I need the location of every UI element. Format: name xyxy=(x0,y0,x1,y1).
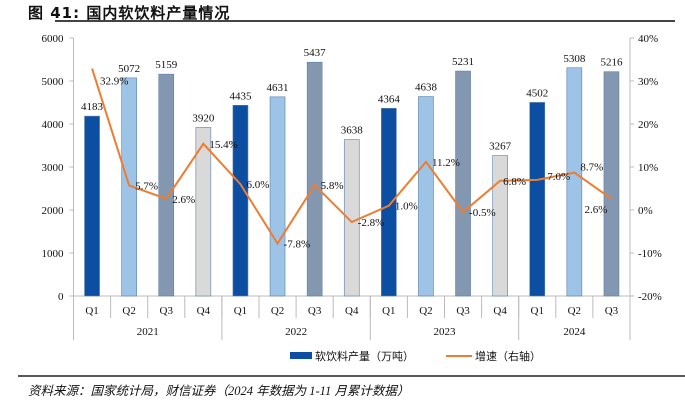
right-tick-label: 30% xyxy=(638,76,658,88)
bar xyxy=(84,115,100,297)
bar-value-label: 4638 xyxy=(415,82,438,94)
bar xyxy=(418,96,434,297)
bar xyxy=(306,61,323,297)
growth-label: 2.6% xyxy=(172,194,195,206)
year-label: 2021 xyxy=(137,326,159,338)
quarter-label: Q3 xyxy=(308,305,322,317)
quarter-label: Q1 xyxy=(531,305,544,317)
left-tick-label: 3000 xyxy=(42,162,65,174)
quarter-label: Q1 xyxy=(85,305,98,317)
left-tick-label: 0 xyxy=(58,291,64,303)
quarter-label: Q1 xyxy=(234,305,247,317)
legend-bar-swatch xyxy=(290,352,312,359)
bar xyxy=(269,96,286,297)
bar-value-label: 5308 xyxy=(563,53,586,65)
growth-label: -7.8% xyxy=(284,239,311,251)
bar-value-label: 3267 xyxy=(489,141,512,153)
left-tick-label: 6000 xyxy=(42,33,65,45)
growth-label: 11.2% xyxy=(432,157,460,169)
growth-label: 5.8% xyxy=(321,180,344,192)
right-tick-label: 0% xyxy=(638,205,653,217)
right-tick-label: 10% xyxy=(638,162,658,174)
quarter-label: Q4 xyxy=(345,305,359,317)
bar-value-label: 4631 xyxy=(267,82,289,94)
quarter-label: Q3 xyxy=(456,305,470,317)
bar xyxy=(455,70,471,297)
bar xyxy=(381,108,397,297)
legend-line-label: 增速（右轴） xyxy=(475,349,541,363)
bar-value-label: 4364 xyxy=(378,93,401,105)
growth-label: 7.0% xyxy=(547,171,570,183)
left-tick-label: 1000 xyxy=(42,248,65,260)
bar xyxy=(232,104,249,297)
right-tick-label: 40% xyxy=(638,33,658,45)
right-tick-label: -20% xyxy=(638,291,662,303)
bar xyxy=(195,127,212,297)
bar-value-label: 3920 xyxy=(192,112,215,124)
growth-label: -2.8% xyxy=(358,217,385,229)
year-label: 2022 xyxy=(285,326,307,338)
bar xyxy=(158,73,175,297)
quarter-label: Q2 xyxy=(568,305,581,317)
bar-value-label: 3638 xyxy=(341,125,364,137)
growth-label: 6.0% xyxy=(246,179,269,191)
right-tick-label: 20% xyxy=(638,119,658,131)
quarter-label: Q4 xyxy=(197,305,211,317)
bar xyxy=(566,67,583,297)
left-tick-label: 5000 xyxy=(42,76,65,88)
year-label: 2023 xyxy=(434,326,457,338)
quarter-label: Q4 xyxy=(493,305,507,317)
growth-label: 5.7% xyxy=(135,180,158,192)
quarter-label: Q3 xyxy=(160,305,174,317)
growth-label: 32.9% xyxy=(100,76,128,88)
bar-value-label: 4502 xyxy=(526,87,548,99)
growth-label: -0.5% xyxy=(469,207,496,219)
legend-bar-label: 软饮料产量（万吨） xyxy=(315,349,414,363)
bar xyxy=(603,71,620,297)
bar-value-label: 5437 xyxy=(304,47,327,59)
right-tick-label: -10% xyxy=(638,248,662,260)
quarter-label: Q1 xyxy=(382,305,395,317)
bar-value-label: 4435 xyxy=(229,90,252,102)
quarter-label: Q2 xyxy=(419,305,432,317)
bar xyxy=(121,77,137,297)
source-note: 资料来源：国家统计局，财信证券（2024 年数据为 1-11 月累计数据） xyxy=(28,384,410,398)
growth-label: 6.8% xyxy=(503,176,526,188)
growth-label: 2.6% xyxy=(585,204,608,216)
bar-value-label: 5072 xyxy=(118,63,140,75)
left-tick-label: 2000 xyxy=(42,205,65,217)
quarter-label: Q2 xyxy=(122,305,135,317)
bar-value-label: 5216 xyxy=(600,57,623,69)
growth-label: 8.7% xyxy=(580,162,603,174)
bar xyxy=(529,102,546,297)
growth-line xyxy=(91,68,613,246)
growth-label: 15.4% xyxy=(209,139,237,151)
quarter-label: Q3 xyxy=(605,305,619,317)
left-tick-label: 4000 xyxy=(42,119,65,131)
bar-value-label: 5231 xyxy=(452,56,474,68)
figure-title: 图 41: 国内软饮料产量情况 xyxy=(28,4,231,22)
bar-value-label: 5159 xyxy=(155,59,178,71)
quarter-label: Q2 xyxy=(271,305,284,317)
year-label: 2024 xyxy=(563,326,586,338)
bar xyxy=(492,155,508,297)
growth-label: 1.0% xyxy=(395,201,418,213)
bar-value-label: 4183 xyxy=(81,101,104,113)
